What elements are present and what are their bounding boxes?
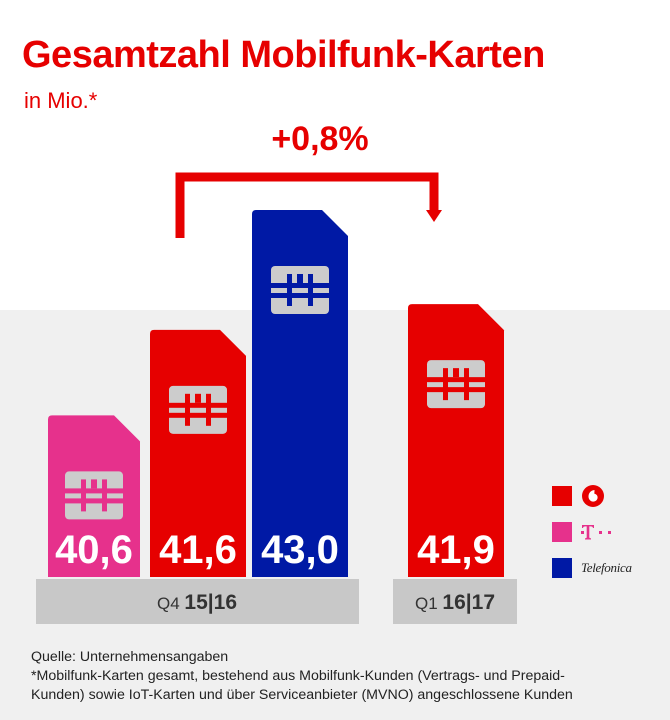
legend-item-vodafone <box>552 478 632 514</box>
bar-1: 40,6 <box>48 415 140 578</box>
bar-value-label: 40,6 <box>55 528 133 572</box>
growth-bracket <box>175 172 439 238</box>
footnote-line-1: *Mobilfunk-Karten gesamt, bestehend aus … <box>31 668 565 684</box>
category-label-q1: Q1 16|17 <box>415 591 495 614</box>
telefonica-logo-icon: Telefonica <box>581 560 632 576</box>
chart-title: Gesamtzahl Mobilfunk-Karten <box>22 34 545 76</box>
bar-shape <box>252 210 348 578</box>
bar-3: 43,0 <box>252 210 348 578</box>
bar-2: 41,6 <box>150 329 246 578</box>
category-band-q1 <box>393 578 517 624</box>
chart-canvas: 40,6 41,6 43,0 41,9 Q4 15|16 Q1 16|17 <box>36 172 517 624</box>
bar-value-label: 41,6 <box>159 528 237 572</box>
telekom-logo-icon <box>581 522 615 542</box>
legend-swatch-vodafone <box>552 486 572 506</box>
vodafone-logo-icon <box>581 484 605 508</box>
chart-subtitle: in Mio.* <box>24 88 98 113</box>
sim-chip-icon <box>65 471 123 520</box>
legend-item-telekom <box>552 514 632 550</box>
sim-chip-icon <box>271 266 329 314</box>
legend-label-telefonica: Telefonica <box>581 560 632 575</box>
bar-value-label: 43,0 <box>261 528 339 572</box>
bar-value-label: 41,9 <box>417 528 495 572</box>
bars-group: 40,6 41,6 43,0 41,9 <box>48 210 504 578</box>
growth-bracket-arrow <box>426 210 442 222</box>
growth-annotation: +0,8% <box>271 120 369 158</box>
category-band-q4 <box>36 578 359 624</box>
legend-swatch-telefonica <box>552 558 572 578</box>
sim-chip-icon <box>169 385 227 434</box>
legend-item-telefonica: Telefonica <box>552 550 632 586</box>
sim-chip-icon <box>427 360 485 409</box>
footnote-line-2: Kunden) sowie IoT-Karten und über Servic… <box>31 687 573 703</box>
footer: Quelle: Unternehmensangaben *Mobilfunk-K… <box>31 648 661 705</box>
category-label-q4: Q4 15|16 <box>157 591 237 614</box>
legend-swatch-telekom <box>552 522 572 542</box>
legend: Telefonica <box>552 478 632 586</box>
source-note: Quelle: Unternehmensangaben <box>31 649 229 665</box>
bar-4: 41,9 <box>408 304 504 578</box>
